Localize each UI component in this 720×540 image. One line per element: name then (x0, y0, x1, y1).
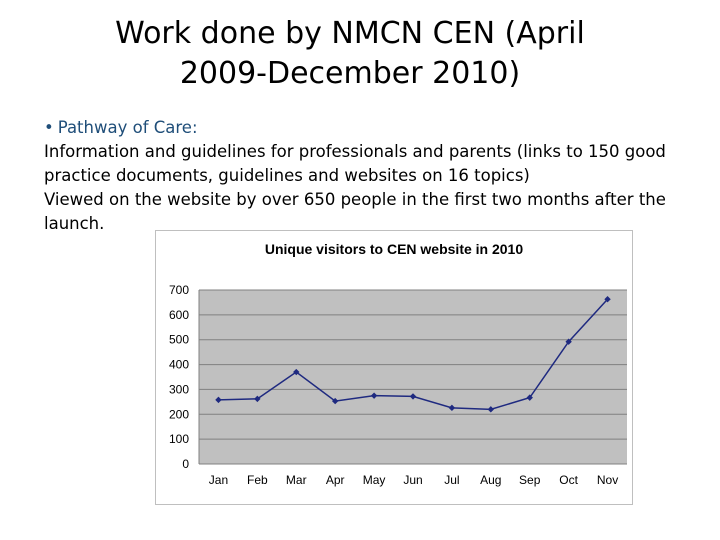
bullet-marker: • (44, 118, 54, 137)
title-line-2: 2009-December 2010) (179, 56, 521, 91)
data-point (565, 338, 572, 345)
data-point (331, 397, 339, 405)
data-point (254, 395, 261, 403)
x-tick-label: May (363, 473, 386, 487)
y-tick-label: 600 (169, 308, 189, 322)
y-tick-label: 0 (182, 457, 189, 471)
y-tick-label: 400 (169, 358, 189, 372)
x-tick-label: Sep (519, 473, 541, 487)
y-tick-label: 100 (169, 432, 189, 446)
data-point (215, 396, 222, 404)
body-line-1: Information and guidelines for professio… (44, 142, 666, 161)
data-point (526, 394, 533, 401)
bullet-item: • Pathway of Care: (44, 116, 694, 140)
x-tick-label: Feb (247, 473, 268, 487)
y-tick-label: 700 (169, 283, 189, 297)
y-tick-label: 500 (169, 333, 189, 347)
plot-area (199, 290, 627, 464)
x-tick-label: Nov (597, 473, 618, 487)
title-line-1: Work done by NMCN CEN (April (115, 16, 585, 51)
slide-title: Work done by NMCN CEN (April 2009-Decemb… (60, 14, 640, 94)
body-line-4: launch. (44, 214, 105, 233)
x-tick-label: Oct (559, 473, 578, 487)
chart-title: Unique visitors to CEN website in 2010 (265, 241, 524, 257)
x-tick-label: Aug (480, 473, 501, 487)
slide-body: • Pathway of Care: Information and guidel… (44, 116, 694, 236)
y-tick-label: 300 (169, 382, 189, 396)
visitors-chart: Unique visitors to CEN website in 2010 0 1… (155, 230, 633, 505)
bullet-heading: Pathway of Care: (57, 118, 198, 137)
body-line-2: practice documents, guidelines and websi… (44, 166, 530, 185)
x-tick-label: Apr (326, 473, 345, 487)
data-point (293, 368, 300, 376)
chart-svg: Unique visitors to CEN website in 2010 0 1… (155, 230, 633, 505)
data-point (409, 393, 417, 400)
data-point (448, 404, 456, 412)
data-point (487, 406, 495, 413)
x-tick-label: Jan (209, 473, 228, 487)
y-tick-label: 200 (169, 407, 189, 421)
x-tick-label: Mar (286, 473, 307, 487)
x-tick-label: Jul (444, 473, 459, 487)
x-tick-label: Jun (403, 473, 422, 487)
body-line-3: Viewed on the website by over 650 people… (44, 190, 666, 209)
